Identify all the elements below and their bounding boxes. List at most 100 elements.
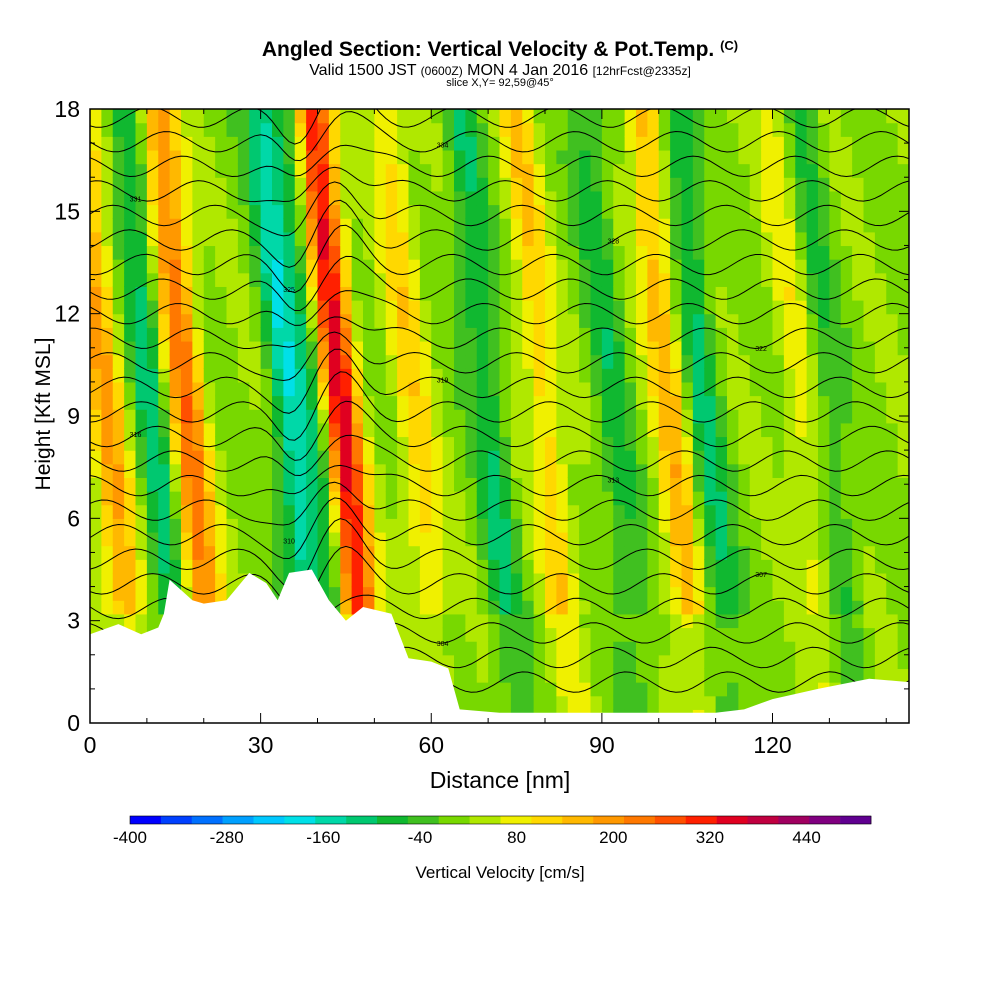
field-cell [636,327,648,342]
field-cell [590,491,603,506]
field-cell [385,204,398,219]
field-cell [374,327,387,342]
field-cell [533,491,546,506]
field-cell [112,204,125,219]
field-cell [476,531,489,547]
field-cell [374,286,387,301]
field-cell [795,668,808,683]
field-cell [124,613,137,629]
field-cell [874,122,887,137]
field-cell [840,436,853,451]
field-cell [283,409,296,424]
field-cell [499,286,512,301]
field-cell [476,354,489,369]
field-cell [124,136,137,151]
field-cell [192,559,205,574]
field-cell [419,627,432,642]
field-cell [363,340,375,356]
field-cell [840,231,853,247]
field-cell [727,600,739,615]
field-cell [476,327,489,342]
field-cell [419,313,432,328]
field-cell [90,109,102,124]
field-cell [613,259,626,274]
field-cell [590,531,603,547]
field-cell [852,531,865,547]
field-cell [601,313,614,328]
field-cell [886,109,899,124]
field-cell [715,463,728,478]
field-cell [897,340,909,356]
field-cell [488,545,501,560]
field-cell [306,149,319,165]
field-cell [328,300,341,315]
colorbar-swatch [160,816,193,824]
field-cell [874,340,887,356]
field-cell [431,409,444,424]
field-cell [658,559,671,574]
field-cell [192,136,205,151]
field-cell [146,272,159,287]
field-cell [374,136,387,151]
field-cell [90,368,102,383]
field-cell [499,149,512,165]
field-cell [761,409,774,424]
field-cell [226,163,239,178]
field-cell [237,300,250,315]
field-cell [419,504,432,519]
field-cell [488,491,501,506]
field-cell [192,231,205,247]
field-cell [738,381,751,397]
field-cell [226,245,239,260]
field-cell [670,136,683,151]
field-cell [522,572,535,588]
field-cell [226,204,239,219]
field-cell [522,641,535,656]
field-cell [340,136,353,151]
field-cell [692,422,705,438]
x-tick-label: 120 [753,732,791,758]
field-cell [135,245,148,260]
field-cell [237,190,250,206]
field-cell [237,381,250,397]
colorbar-swatch [778,816,810,824]
field-cell [181,491,193,506]
field-cell [761,231,774,247]
field-cell [408,613,421,629]
field-cell [249,422,262,438]
field-cell [840,545,853,560]
field-cell [601,463,614,478]
field-cell [146,327,159,342]
field-cell [374,572,387,588]
field-cell [624,613,637,629]
field-cell [636,545,648,560]
field-cell [761,122,774,137]
field-cell [158,422,171,438]
field-cell [658,545,671,560]
field-cell [704,272,717,287]
field-cell [749,654,762,670]
field-cell [658,149,671,165]
field-cell [897,218,909,233]
theta-contour-label: 331 [130,196,142,203]
field-cell [658,409,671,424]
field-cell [442,149,455,165]
field-cell [442,231,455,247]
field-cell [886,340,899,356]
field-cell [624,531,637,547]
field-cell [294,177,307,192]
field-cell [454,136,466,151]
field-cell [101,613,114,629]
field-cell [90,504,102,519]
field-cell [749,668,762,683]
field-cell [454,422,466,438]
field-cell [442,136,455,151]
field-cell [454,109,466,124]
field-cell [647,600,660,615]
field-cell [101,531,114,547]
field-cell [852,327,865,342]
field-cell [499,436,512,451]
field-cell [442,163,455,178]
field-cell [590,259,603,274]
field-cell [636,682,648,697]
